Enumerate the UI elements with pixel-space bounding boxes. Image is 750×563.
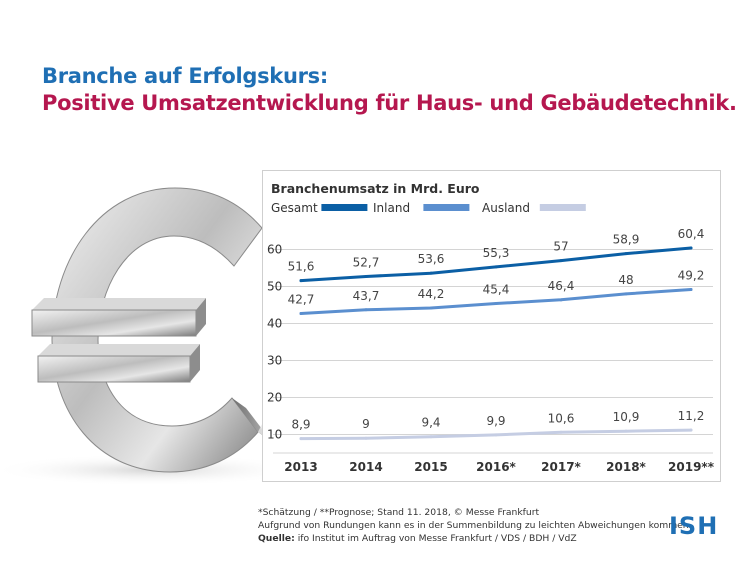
- data-point-inland: [364, 308, 368, 312]
- data-label-inland: 42,7: [288, 293, 315, 307]
- data-point-inland: [429, 306, 433, 310]
- data-label-ausland: 9,4: [421, 416, 440, 430]
- data-point-gesamt: [494, 265, 498, 269]
- data-label-gesamt: 52,7: [353, 256, 380, 270]
- legend-swatch-inland: [423, 204, 470, 211]
- data-point-inland: [299, 312, 303, 316]
- data-label-gesamt: 55,3: [483, 246, 510, 260]
- y-axis: 10 20 30 40 50 60: [267, 243, 282, 442]
- data-label-gesamt: 60,4: [678, 227, 705, 241]
- data-point-ausland: [689, 428, 693, 432]
- footer-notes: *Schätzung / **Prognose; Stand 11. 2018,…: [258, 506, 692, 545]
- data-label-ausland: 11,2: [678, 409, 705, 423]
- data-point-inland: [689, 287, 693, 291]
- line-chart: Branchenumsatz in Mrd. Euro Gesamt Inland…: [267, 181, 715, 474]
- data-point-inland: [494, 302, 498, 306]
- data-point-gesamt: [429, 271, 433, 275]
- x-tick-label: 2018*: [606, 460, 646, 474]
- data-label-inland: 48: [618, 273, 633, 287]
- footnote-estimate: *Schätzung / **Prognose; Stand 11. 2018,…: [258, 507, 540, 518]
- data-label-inland: 44,2: [418, 287, 445, 301]
- data-point-gesamt: [689, 246, 693, 250]
- legend-swatch-ausland: [539, 204, 586, 211]
- footnote-rounding: Aufgrund von Rundungen kann es in der Su…: [258, 520, 692, 531]
- data-point-inland: [559, 298, 563, 302]
- x-tick-label: 2017*: [541, 460, 581, 474]
- y-tick-label: 10: [267, 428, 282, 442]
- data-point-inland: [624, 292, 628, 296]
- data-point-ausland: [364, 436, 368, 440]
- data-label-inland: 49,2: [678, 268, 705, 282]
- legend-swatch-gesamt: [321, 204, 368, 211]
- data-label-ausland: 9,9: [486, 414, 505, 428]
- x-tick-label: 2014: [349, 460, 382, 474]
- data-label-ausland: 8,9: [291, 418, 310, 432]
- legend-label-gesamt: Gesamt: [271, 201, 318, 215]
- data-label-inland: 43,7: [353, 289, 380, 303]
- data-point-gesamt: [299, 279, 303, 283]
- x-axis: 2013 2014 2015 2016* 2017* 2018* 2019**: [273, 452, 715, 474]
- data-label-gesamt: 53,6: [418, 252, 445, 266]
- x-tick-label: 2016*: [476, 460, 516, 474]
- data-label-inland: 46,4: [548, 279, 575, 293]
- source-label: Quelle:: [258, 533, 295, 544]
- data-point-ausland: [299, 437, 303, 441]
- data-label-ausland: 10,9: [613, 410, 640, 424]
- data-label-gesamt: 51,6: [288, 260, 315, 274]
- data-point-ausland: [494, 433, 498, 437]
- data-point-gesamt: [559, 259, 563, 263]
- y-tick-label: 30: [267, 354, 282, 368]
- footnote-source: Quelle: ifo Institut im Auftrag von Mess…: [258, 532, 692, 545]
- legend: Gesamt Inland Ausland: [271, 201, 586, 215]
- data-point-gesamt: [624, 252, 628, 256]
- data-label-inland: 45,4: [483, 283, 510, 297]
- data-point-ausland: [429, 435, 433, 439]
- page-subtitle: Positive Umsatzentwicklung für Haus- und…: [42, 91, 737, 115]
- y-tick-label: 40: [267, 317, 282, 331]
- x-tick-label: 2019**: [668, 460, 715, 474]
- data-point-ausland: [559, 430, 563, 434]
- data-point-gesamt: [364, 275, 368, 279]
- page-title: Branche auf Erfolgskurs:: [42, 64, 328, 88]
- data-label-ausland: 10,6: [548, 411, 575, 425]
- y-tick-label: 20: [267, 391, 282, 405]
- x-tick-label: 2015: [414, 460, 447, 474]
- legend-label-inland: Inland: [373, 201, 410, 215]
- y-tick-label: 50: [267, 280, 282, 294]
- chart-title: Branchenumsatz in Mrd. Euro: [271, 181, 480, 196]
- data-label-gesamt: 58,9: [613, 233, 640, 247]
- data-point-ausland: [624, 429, 628, 433]
- y-tick-label: 60: [267, 243, 282, 257]
- chart-panel: Branchenumsatz in Mrd. Euro Gesamt Inland…: [262, 170, 721, 482]
- legend-label-ausland: Ausland: [482, 201, 530, 215]
- ish-logo: ISH: [669, 512, 719, 540]
- series-group: 51,6 52,7 53,6 55,3 57 58,9 60,4 42,7 43,7 44,2 45…: [288, 227, 705, 441]
- data-label-gesamt: 57: [553, 240, 568, 254]
- data-label-ausland: 9: [362, 417, 370, 431]
- x-tick-label: 2013: [284, 460, 317, 474]
- source-text: ifo Institut im Auftrag von Messe Frankf…: [294, 533, 577, 544]
